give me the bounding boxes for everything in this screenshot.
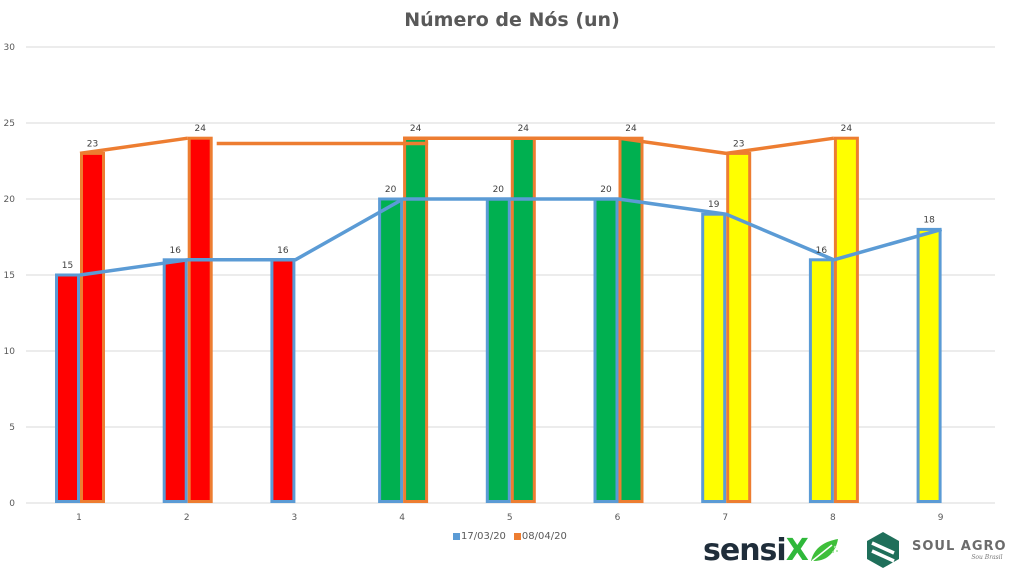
- legend-label: 17/03/20: [461, 531, 506, 542]
- bar-series-2[interactable]: [510, 136, 536, 503]
- legend-swatch-orange: [513, 533, 521, 540]
- legend: 17/03/20 08/04/20: [453, 531, 567, 542]
- chart-title: Número de Nós (un): [404, 9, 620, 31]
- data-label: 16: [816, 246, 828, 256]
- data-label: 20: [493, 185, 505, 195]
- bar-series-1[interactable]: [808, 258, 834, 503]
- bar-series-2[interactable]: [726, 151, 752, 503]
- data-label: 16: [277, 246, 289, 256]
- bar-series-2[interactable]: [403, 136, 429, 503]
- x-tick-label: 5: [507, 513, 513, 523]
- data-label: 24: [518, 124, 530, 134]
- y-tick-label: 0: [9, 499, 15, 509]
- data-label: 16: [169, 246, 181, 256]
- data-label: 24: [194, 124, 206, 134]
- x-tick-label: 7: [722, 513, 728, 523]
- x-tick-label: 1: [76, 513, 82, 523]
- legend-swatch-blue: [453, 533, 460, 540]
- x-tick-label: 8: [830, 513, 836, 523]
- soul-agro-name: SOUL AGRO: [912, 539, 1007, 554]
- x-axis-ticks: 1 2 3 4 5 6 7 8 9: [76, 513, 944, 523]
- bar-series-2[interactable]: [833, 136, 859, 503]
- bar-series-1[interactable]: [485, 197, 511, 503]
- soul-agro-tagline: Sou Brasil: [971, 554, 1003, 561]
- bar-series-1[interactable]: [162, 258, 188, 503]
- legend-item-series-1[interactable]: 17/03/20: [453, 531, 506, 542]
- y-tick-label: 5: [9, 423, 15, 433]
- sensix-wordmark: sensiX: [703, 533, 809, 568]
- data-label: 24: [625, 124, 637, 134]
- soul-agro-logo: SOUL AGRO Sou Brasil: [866, 530, 1007, 570]
- data-label: 23: [733, 139, 744, 149]
- y-tick-label: 10: [4, 347, 16, 357]
- data-labels: 15 23 16 24 16 20 24 20 24 20 24 19 23 16 24 18: [62, 124, 935, 271]
- data-label: 18: [923, 215, 935, 225]
- y-tick-label: 30: [4, 43, 16, 53]
- bar-series-1[interactable]: [378, 197, 404, 503]
- bar-series-2[interactable]: [187, 136, 213, 503]
- bar-series-1[interactable]: [916, 227, 942, 503]
- data-label: 15: [62, 261, 73, 271]
- line-series-2[interactable]: [79, 136, 188, 156]
- bar-series-1[interactable]: [593, 197, 619, 503]
- data-label: 19: [708, 200, 720, 210]
- legend-label: 08/04/20: [521, 531, 567, 542]
- bars: [55, 136, 942, 503]
- legend-item-series-2[interactable]: 08/04/20: [513, 531, 567, 542]
- x-tick-label: 4: [399, 513, 405, 523]
- bar-series-1[interactable]: [270, 258, 296, 503]
- bar-series-2[interactable]: [618, 136, 644, 503]
- series-lines: [79, 136, 943, 277]
- x-tick-label: 3: [292, 513, 298, 523]
- data-label: 24: [410, 124, 422, 134]
- x-tick-label: 6: [615, 513, 621, 523]
- soul-agro-hexagon-icon: [867, 532, 899, 568]
- x-tick-label: 2: [184, 513, 190, 523]
- bar-series-1[interactable]: [55, 273, 80, 503]
- bar-series-2[interactable]: [80, 151, 105, 503]
- y-axis-ticks: 0 5 10 15 20 25 30: [4, 43, 16, 509]
- x-tick-label: 9: [938, 513, 944, 523]
- sensix-logo: sensiX: [703, 534, 840, 568]
- data-label: 20: [600, 185, 612, 195]
- data-label: 20: [385, 185, 397, 195]
- data-label: 24: [841, 124, 853, 134]
- y-tick-label: 15: [4, 271, 15, 281]
- leaf-icon: [810, 539, 838, 562]
- line-series-1[interactable]: [79, 197, 943, 277]
- data-label: 23: [87, 139, 98, 149]
- line-series-2[interactable]: [403, 136, 835, 156]
- bar-series-1[interactable]: [701, 212, 727, 503]
- y-tick-label: 20: [4, 195, 16, 205]
- y-tick-label: 25: [4, 119, 15, 129]
